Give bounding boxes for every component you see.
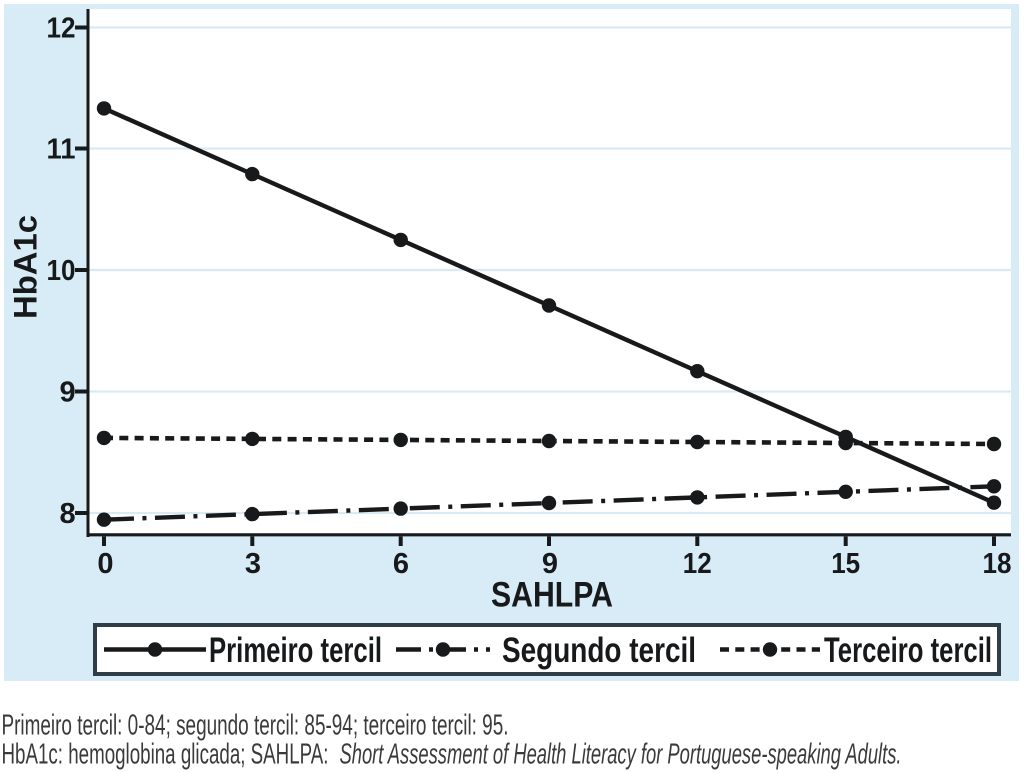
svg-text:12: 12: [683, 548, 712, 580]
svg-text:Primeiro tercil: Primeiro tercil: [209, 631, 382, 670]
svg-text:Terceiro tercil: Terceiro tercil: [824, 631, 992, 670]
svg-text:10: 10: [47, 255, 76, 287]
svg-text:Segundo tercil: Segundo tercil: [502, 631, 696, 670]
svg-text:8: 8: [60, 498, 76, 530]
svg-text:HbA1c: hemoglobina glicada; SA: HbA1c: hemoglobina glicada; SAHLPA:: [2, 739, 329, 771]
svg-text:9: 9: [542, 548, 558, 580]
svg-text:Short Assessment of Health Lit: Short Assessment of Health Literacy for …: [340, 739, 902, 771]
svg-text:SAHLPA: SAHLPA: [491, 576, 613, 615]
svg-text:15: 15: [831, 548, 860, 580]
svg-text:18: 18: [983, 548, 1012, 580]
svg-text:0: 0: [97, 548, 113, 580]
svg-text:12: 12: [47, 13, 76, 45]
svg-text:Primeiro tercil: 0-84; segundo: Primeiro tercil: 0-84; segundo tercil: 8…: [2, 710, 509, 742]
svg-text:6: 6: [393, 548, 409, 580]
svg-text:9: 9: [60, 377, 76, 409]
svg-text:3: 3: [245, 548, 261, 580]
svg-text:11: 11: [47, 134, 76, 166]
svg-text:HbA1c: HbA1c: [8, 215, 44, 319]
